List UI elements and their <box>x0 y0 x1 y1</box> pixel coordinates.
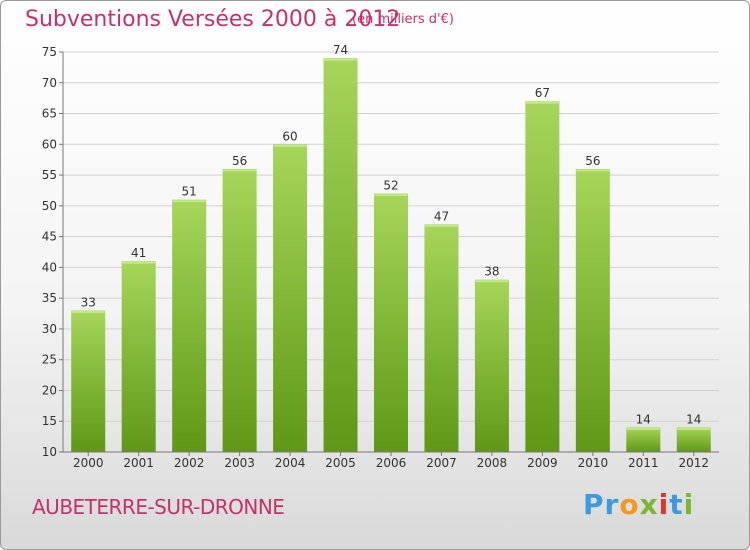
bar-highlight <box>626 427 660 430</box>
bar <box>525 101 560 452</box>
bar-highlight <box>122 261 156 264</box>
y-tick-label: 30 <box>42 322 57 336</box>
x-tick-label: 2000 <box>73 456 104 470</box>
data-label: 56 <box>232 154 247 168</box>
x-tick-label: 2011 <box>628 456 659 470</box>
bar-highlight <box>576 169 610 172</box>
bar <box>71 310 106 452</box>
y-tick-label: 15 <box>42 414 57 428</box>
bar-highlight <box>273 144 307 147</box>
commune-name: AUBETERRE-SUR-DRONNE <box>32 495 285 519</box>
y-tick-label: 55 <box>42 168 57 182</box>
y-tick-label: 45 <box>42 230 57 244</box>
x-tick-label: 2006 <box>376 456 407 470</box>
x-tick-label: 2010 <box>578 456 609 470</box>
bar <box>374 193 408 453</box>
x-tick-label: 2001 <box>123 456 154 470</box>
data-label: 74 <box>333 43 348 57</box>
data-label: 14 <box>686 412 701 426</box>
bar <box>222 168 257 452</box>
y-tick-label: 35 <box>42 291 57 305</box>
logo-part: i <box>658 488 670 521</box>
y-tick-label: 65 <box>42 107 57 121</box>
data-label: 41 <box>131 246 146 260</box>
bar <box>121 261 156 452</box>
y-tick-label: 20 <box>42 383 57 397</box>
bar <box>626 427 661 452</box>
data-label: 51 <box>182 185 197 199</box>
bar <box>424 224 459 452</box>
bar-highlight <box>475 280 509 283</box>
logo-part: x <box>639 488 659 521</box>
bar-highlight <box>677 427 711 430</box>
data-label: 47 <box>434 209 449 223</box>
logo-part: o <box>619 488 640 521</box>
bar <box>676 427 711 452</box>
data-label: 56 <box>585 154 600 168</box>
data-label: 14 <box>636 412 651 426</box>
logo-part: Pr <box>583 488 620 521</box>
y-tick-label: 70 <box>42 76 57 90</box>
bar <box>323 58 358 453</box>
chart-subtitle: (en milliers d'€) <box>352 12 454 27</box>
logo-part: i <box>683 488 695 521</box>
x-tick-label: 2005 <box>325 456 356 470</box>
y-tick-label: 60 <box>42 137 57 151</box>
bar-highlight <box>324 58 358 61</box>
proxiti-logo: Proxiti <box>583 488 694 521</box>
y-tick-label: 25 <box>42 353 57 367</box>
y-tick-label: 40 <box>42 260 57 274</box>
x-tick-label: 2012 <box>678 456 709 470</box>
logo-part: t <box>669 488 684 521</box>
bar-highlight <box>223 169 257 172</box>
data-label: 60 <box>282 129 297 143</box>
y-tick-label: 75 <box>42 45 57 59</box>
x-tick-label: 2007 <box>426 456 457 470</box>
bar-highlight <box>424 224 458 227</box>
chart-title: Subventions Versées 2000 à 2012 <box>25 7 401 32</box>
bar <box>575 168 610 452</box>
bar-highlight <box>172 200 206 203</box>
data-label: 67 <box>535 86 550 100</box>
bar-highlight <box>71 310 105 313</box>
data-label: 52 <box>383 179 398 193</box>
y-tick-label: 10 <box>42 445 57 459</box>
bar <box>474 279 509 452</box>
data-label: 33 <box>81 295 96 309</box>
data-label: 38 <box>484 265 499 279</box>
x-tick-label: 2009 <box>527 456 558 470</box>
x-tick-label: 2003 <box>224 456 255 470</box>
bar <box>273 144 308 453</box>
x-tick-label: 2002 <box>174 456 205 470</box>
x-tick-label: 2008 <box>477 456 508 470</box>
bar-highlight <box>374 194 408 197</box>
bar <box>172 199 207 452</box>
x-tick-label: 2004 <box>275 456 306 470</box>
y-tick-label: 50 <box>42 199 57 213</box>
bar-highlight <box>525 101 559 104</box>
